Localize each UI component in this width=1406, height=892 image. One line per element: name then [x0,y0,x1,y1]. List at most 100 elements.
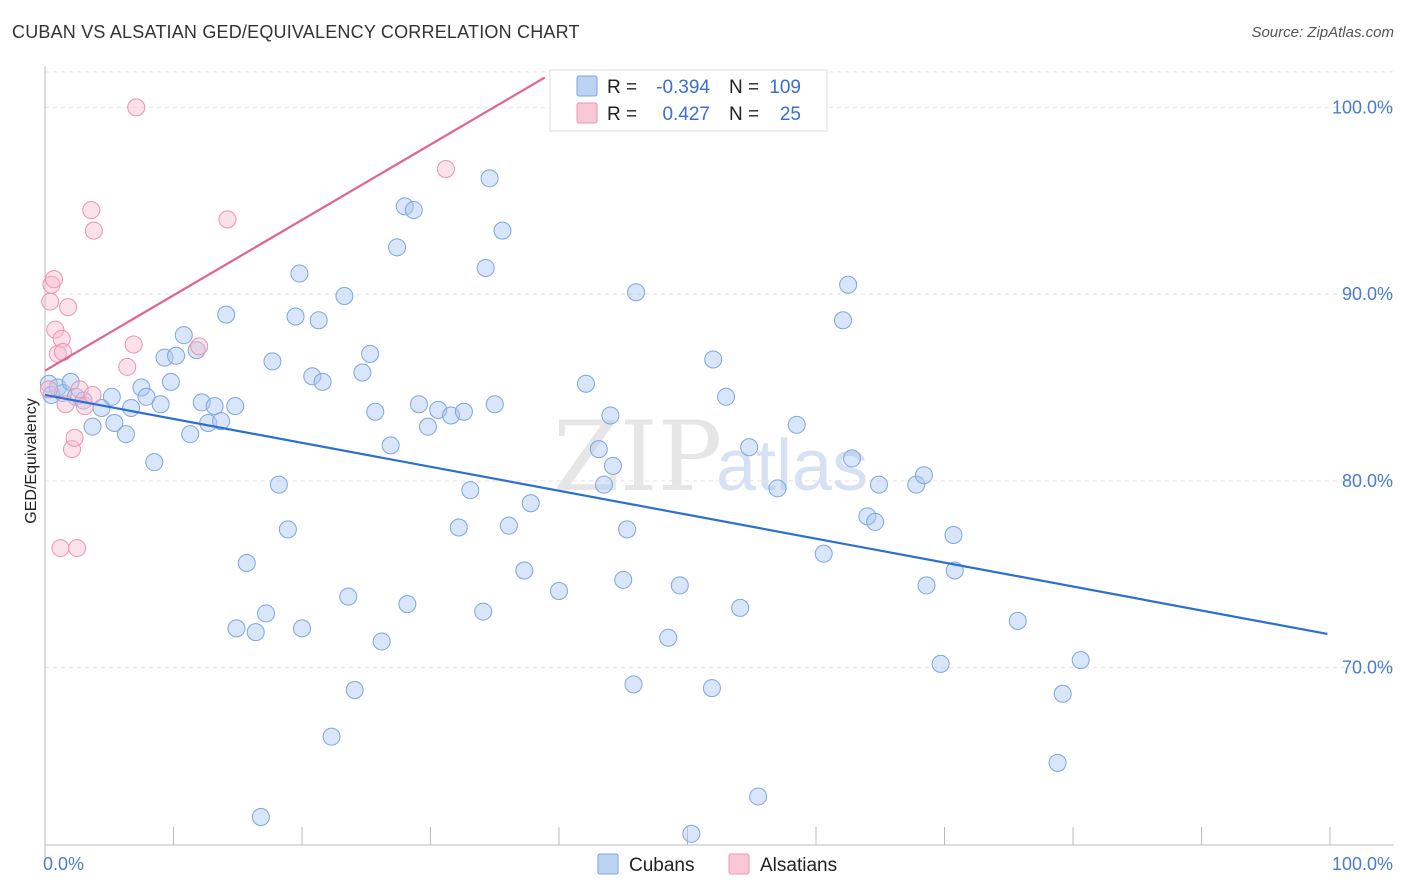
y-tick-label: 80.0% [1342,471,1393,491]
legend-r-value-alsatians: 0.427 [662,104,710,125]
alsatian-point [127,98,146,117]
cuban-point [474,602,493,621]
cuban-point [485,395,504,414]
cuban-point [418,417,437,436]
cuban-point [589,440,608,459]
alsatian-point [44,270,63,289]
legend-swatch-cubans [576,75,598,97]
cuban-point [395,197,414,216]
alsatian-point [41,292,60,311]
alsatian-point [68,539,87,558]
cuban-point [449,518,468,537]
cuban-point [102,387,121,406]
cuban-point [116,425,135,444]
alsatians-points [39,98,455,558]
cuban-point [339,587,358,606]
cubans-trend-line [44,393,1328,636]
cuban-point [601,406,620,425]
cuban-point [682,824,701,843]
cuban-point [366,402,385,421]
cuban-point [167,346,186,365]
cuban-point [833,311,852,330]
cuban-point [205,397,224,416]
series-legend-swatch-alsatians [728,853,750,875]
y-tick-labels: 70.0% 80.0% 90.0% 100.0% [1332,97,1393,677]
cuban-point [499,516,518,535]
cuban-point [594,475,613,494]
chart-title: CUBAN VS ALSATIAN GED/EQUIVALENCY CORREL… [12,22,580,42]
cuban-point [293,619,311,638]
cuban-point [398,595,417,614]
alsatians-trend-line [44,76,546,372]
cuban-point [237,554,256,573]
legend-r-label-alsatians: R = [607,104,637,125]
alsatian-point [46,320,65,339]
alsatian-point [65,428,84,447]
legend-r-label-cubans: R = [607,77,637,98]
cuban-point [461,481,480,500]
series-legend-label-alsatians: Alsatians [760,855,837,876]
y-axis-label: GED/Equivalency [23,398,40,523]
cuban-point [83,417,102,436]
cuban-point [246,623,265,642]
y-tick-label: 90.0% [1342,284,1393,304]
alsatian-point [39,380,58,399]
legend-n-value-alsatians: 25 [780,104,801,125]
y-tick-label: 100.0% [1332,97,1393,117]
cuban-point [618,520,637,539]
stats-legend: R = -0.394 N = 109 R = 0.427 N = 25 [549,69,828,132]
cuban-point [603,456,622,475]
cuban-point [869,475,888,494]
alsatian-point [59,298,78,317]
cuban-point [137,387,156,406]
cuban-point [550,582,568,601]
cuban-point [217,305,236,324]
cuban-point [263,352,282,371]
cuban-point [917,576,936,595]
cuban-point [409,395,428,414]
cuban-point [731,598,750,617]
alsatian-point [190,337,209,356]
cuban-point [353,363,372,382]
gridlines [45,71,1395,669]
cuban-point [174,326,193,345]
cuban-point [627,283,646,302]
alsatian-point [124,335,143,354]
cuban-point [290,264,309,283]
cuban-point [151,395,170,414]
alsatian-point [83,385,102,404]
cuban-point [624,675,643,694]
cuban-point [1053,684,1072,703]
cuban-point [257,604,276,623]
cuban-point [768,479,787,498]
legend-n-value-cubans: 109 [769,77,801,98]
alsatian-point [82,201,101,220]
cuban-point [839,275,858,294]
cuban-point [787,415,806,434]
legend-n-label-alsatians: N = [729,104,759,125]
cuban-point [335,286,354,305]
cuban-point [493,221,512,240]
series-legend: Cubans Alsatians [597,853,837,876]
cuban-point [749,787,768,806]
cuban-point [1008,611,1027,630]
cuban-point [212,412,231,431]
x-tick-label-max: 100.0% [1332,854,1393,874]
cuban-point [345,681,364,699]
series-legend-label-cubans: Cubans [629,855,695,876]
cuban-point [226,397,245,416]
cuban-point [515,561,534,580]
cubans-points [39,169,1090,843]
cuban-point [454,402,473,421]
cuban-point [476,258,495,277]
legend-r-value-cubans: -0.394 [656,77,710,98]
cuban-point [521,494,540,513]
cuban-point [659,628,678,647]
legend-n-label-cubans: N = [729,77,759,98]
cuban-point [181,425,200,444]
cuban-point [286,307,305,326]
legend-swatch-alsatians [576,102,598,124]
cuban-point [842,449,861,468]
watermark-atlas: atlas [716,426,868,506]
alsatian-point [62,440,81,459]
